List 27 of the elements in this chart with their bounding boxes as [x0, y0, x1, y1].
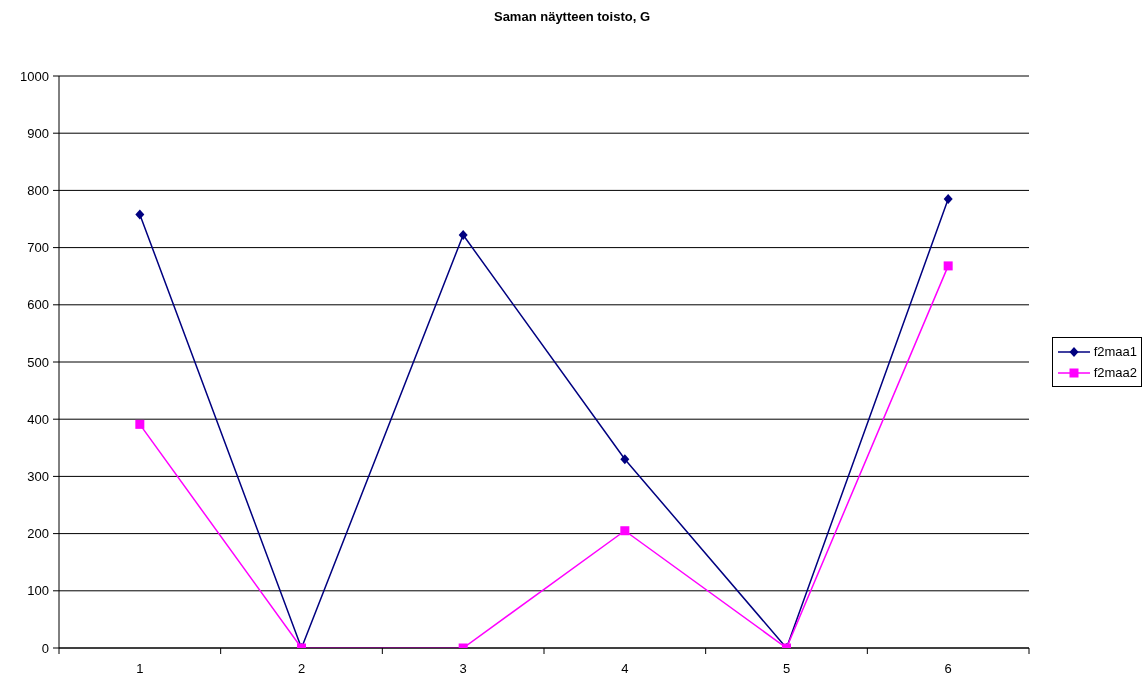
- x-tick-label: 2: [297, 661, 306, 676]
- point: [135, 419, 145, 429]
- y-tick-label: 0: [41, 640, 49, 656]
- y-tick-label: 900: [27, 125, 49, 141]
- x-tick-label: 6: [944, 661, 952, 676]
- y-tick-label: 700: [27, 240, 49, 256]
- y-tick-label: 800: [27, 183, 49, 199]
- x-tick-label: 5: [782, 661, 791, 676]
- point: [620, 454, 630, 465]
- y-tick-label: 200: [27, 526, 49, 542]
- point: [943, 193, 953, 204]
- chart-title: Saman näytteen toisto, G: [492, 9, 651, 24]
- y-tick-label: 600: [27, 297, 49, 313]
- point: [458, 230, 468, 241]
- point: [943, 261, 953, 271]
- x-tick-label: 4: [621, 661, 629, 676]
- y-tick-label: 300: [27, 469, 49, 485]
- legend-label: f2maa2: [1093, 365, 1137, 380]
- x-tick-label: 1: [136, 661, 144, 676]
- y-tick-label: 100: [27, 583, 49, 599]
- y-tick-label: 500: [27, 354, 49, 370]
- y-tick-label: 1000: [20, 68, 49, 84]
- x-tick-label: 3: [459, 661, 467, 676]
- point: [620, 526, 630, 536]
- y-tick-label: 400: [27, 411, 49, 427]
- legend-label: f2maa1: [1093, 344, 1137, 359]
- point: [135, 209, 145, 220]
